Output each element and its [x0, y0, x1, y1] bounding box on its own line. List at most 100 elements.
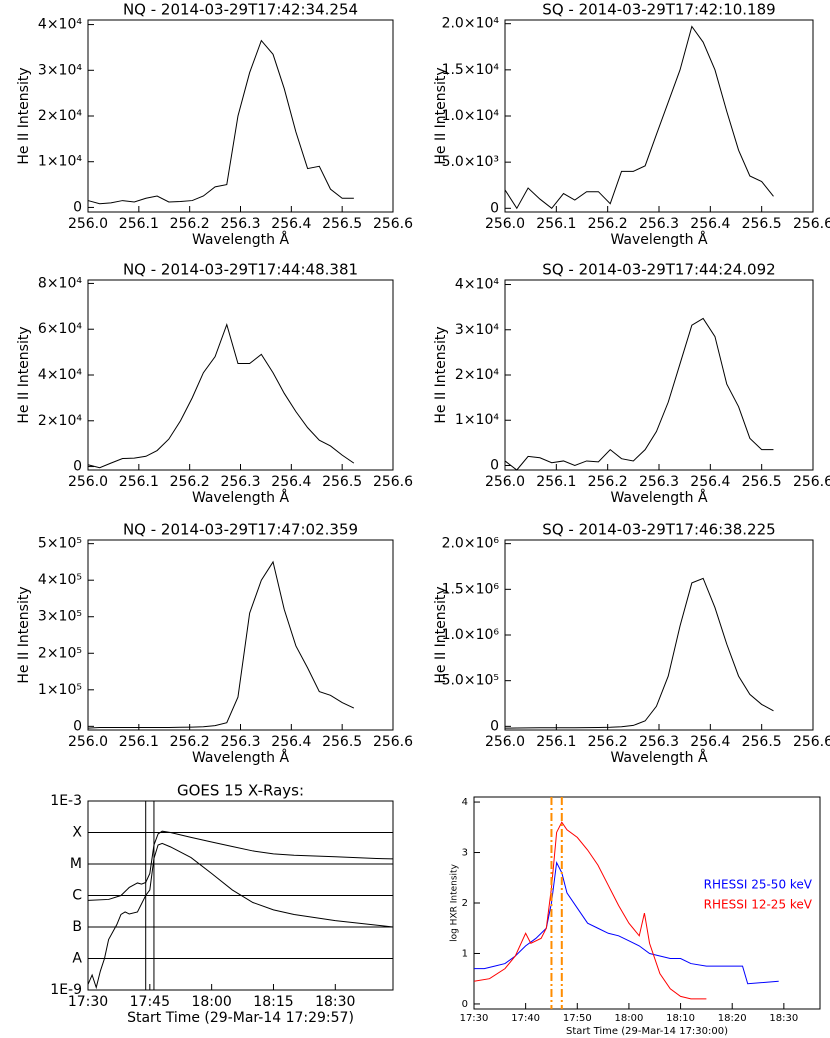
y-tick-label: B — [72, 919, 82, 935]
y-tick-label: 1E-9 — [50, 982, 82, 998]
y-axis-label: He II Intensity — [16, 326, 32, 423]
y-tick-label: 1×10⁵ — [38, 682, 82, 698]
y-tick-label: 5.0×10³ — [442, 154, 499, 170]
chart-title: SQ - 2014-03-29T17:44:24.092 — [542, 261, 775, 279]
chart-title: GOES 15 X-Rays: — [177, 782, 304, 800]
data-line — [504, 25, 774, 210]
y-axis-label: log HXR Intensity — [450, 863, 460, 941]
x-tick-label: 17:45 — [130, 994, 170, 1010]
x-axis-label: Start Time (29-Mar-14 17:30:00) — [566, 1026, 728, 1037]
y-tick-label: M — [70, 856, 82, 872]
x-tick-label: 17:40 — [511, 1013, 540, 1024]
x-tick-label: 256.0 — [68, 474, 108, 490]
y-tick-label: 1.0×10⁶ — [442, 627, 500, 643]
x-tick-label: 256.5 — [322, 734, 362, 750]
x-tick-label: 256.2 — [170, 216, 210, 232]
x-tick-label: 256.5 — [742, 216, 782, 232]
y-tick-label: 1×10⁴ — [455, 412, 499, 428]
y-tick-label: 0 — [490, 200, 499, 216]
y-tick-label: 0 — [462, 999, 468, 1010]
y-axis-label: He II Intensity — [16, 67, 32, 164]
data-line — [473, 821, 707, 1000]
y-tick-label: 1.5×10⁶ — [442, 581, 500, 597]
x-tick-label: 256.4 — [271, 216, 311, 232]
y-tick-label: 2.0×10⁴ — [442, 16, 500, 32]
plot-frame — [504, 539, 814, 731]
y-tick-label: 6×10⁴ — [38, 321, 82, 337]
y-axis-label: He II Intensity — [16, 586, 32, 683]
y-tick-label: 4×10⁴ — [38, 17, 82, 33]
x-tick-label: 256.0 — [485, 216, 525, 232]
x-tick-label: 18:30 — [315, 994, 355, 1010]
x-tick-label: 256.3 — [220, 216, 260, 232]
y-tick-label: 0 — [73, 718, 82, 734]
x-axis-label: Wavelength Å — [610, 489, 708, 506]
x-tick-label: 256.3 — [639, 216, 679, 232]
data-line — [87, 39, 354, 205]
x-tick-label: 18:10 — [666, 1013, 695, 1024]
x-axis-label: Wavelength Å — [610, 231, 708, 248]
y-tick-label: 4 — [462, 797, 468, 808]
y-tick-label: 1.0×10⁴ — [442, 108, 500, 124]
x-tick-label: 256.6 — [793, 474, 830, 490]
x-axis-label: Wavelength Å — [192, 231, 290, 248]
chart-title: SQ - 2014-03-29T17:46:38.225 — [542, 521, 775, 539]
x-tick-label: 256.2 — [588, 216, 628, 232]
x-tick-label: 256.4 — [690, 734, 730, 750]
y-tick-label: 0 — [490, 457, 499, 473]
x-tick-label: 18:30 — [769, 1013, 798, 1024]
chart-title: NQ - 2014-03-29T17:42:34.254 — [123, 1, 358, 19]
y-tick-label: 0 — [73, 459, 82, 475]
chart-title: SQ - 2014-03-29T17:42:10.189 — [542, 1, 775, 19]
y-tick-label: 4×10⁵ — [38, 572, 82, 588]
legend-entry: RHESSI 12-25 keV — [704, 898, 813, 912]
x-tick-label: 256.4 — [271, 734, 311, 750]
x-tick-label: 256.1 — [536, 474, 576, 490]
chart-title: NQ - 2014-03-29T17:44:48.381 — [123, 261, 358, 279]
x-tick-label: 256.5 — [322, 216, 362, 232]
plot-frame — [87, 539, 394, 731]
y-axis-label: He II Intensity — [433, 586, 449, 683]
x-tick-label: 256.2 — [170, 474, 210, 490]
y-tick-label: 3×10⁵ — [38, 609, 82, 625]
x-axis-label: Wavelength Å — [192, 749, 290, 766]
x-tick-label: 256.6 — [373, 216, 413, 232]
x-tick-label: 256.6 — [793, 734, 830, 750]
data-line — [504, 317, 774, 471]
x-tick-label: 17:50 — [563, 1013, 592, 1024]
plot-frame — [504, 279, 814, 471]
x-tick-label: 256.4 — [271, 474, 311, 490]
x-tick-label: 17:30 — [68, 994, 108, 1010]
plot-frame — [504, 19, 814, 213]
data-line — [87, 560, 355, 729]
y-tick-label: 2×10⁴ — [455, 367, 499, 383]
y-tick-label: 1.5×10⁴ — [442, 62, 500, 78]
x-tick-label: 256.0 — [68, 216, 108, 232]
y-tick-label: A — [72, 951, 82, 967]
x-tick-label: 256.0 — [68, 734, 108, 750]
y-tick-label: 4×10⁴ — [38, 367, 82, 383]
x-tick-label: 18:00 — [615, 1013, 644, 1024]
x-tick-label: 256.2 — [588, 474, 628, 490]
y-tick-label: 5×10⁵ — [38, 536, 82, 552]
y-tick-label: 4×10⁴ — [455, 277, 499, 293]
x-tick-label: 256.6 — [793, 216, 830, 232]
data-line — [87, 323, 355, 469]
data-line — [474, 860, 779, 985]
x-tick-label: 256.1 — [119, 216, 159, 232]
y-tick-label: 1×10⁴ — [38, 154, 82, 170]
x-tick-label: 256.3 — [639, 474, 679, 490]
x-tick-label: 17:30 — [460, 1013, 489, 1024]
y-tick-label: 0 — [490, 718, 499, 734]
x-axis-label: Start Time (29-Mar-14 17:29:57) — [127, 1010, 354, 1026]
x-tick-label: 256.2 — [170, 734, 210, 750]
y-tick-label: 3 — [462, 848, 468, 859]
y-tick-label: 8×10⁴ — [38, 275, 82, 291]
y-tick-label: C — [72, 888, 82, 904]
x-tick-label: 256.6 — [373, 734, 413, 750]
y-tick-label: X — [72, 825, 82, 841]
legend-entry: RHESSI 25-50 keV — [704, 878, 813, 892]
data-line — [504, 577, 774, 729]
y-tick-label: 2×10⁴ — [38, 108, 82, 124]
